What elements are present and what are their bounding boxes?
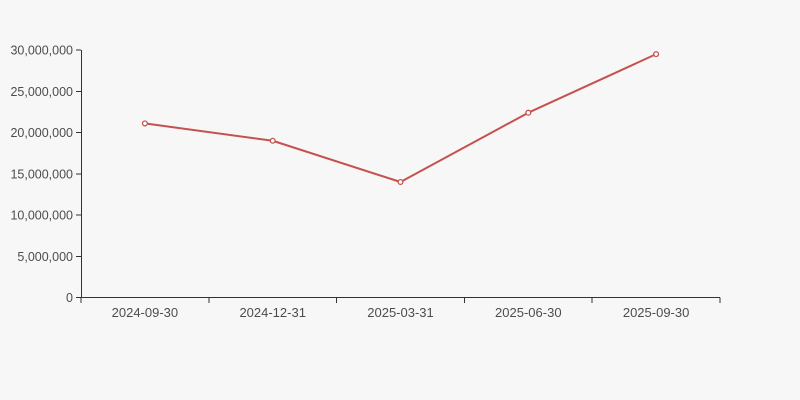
x-axis-tick-label: 2025-03-31 xyxy=(367,305,434,320)
x-axis-tick-label: 2024-12-31 xyxy=(239,305,306,320)
y-axis-tick-label: 5,000,000 xyxy=(17,250,73,264)
y-axis-tick-label: 25,000,000 xyxy=(10,85,73,99)
y-axis-tick-label: 30,000,000 xyxy=(10,44,73,58)
data-point-marker[interactable] xyxy=(525,109,532,116)
y-axis-tick-label: 0 xyxy=(66,291,73,305)
x-axis-tick-label: 2025-06-30 xyxy=(495,305,562,320)
y-axis-tick-label: 20,000,000 xyxy=(10,126,73,140)
y-axis-tick-label: 10,000,000 xyxy=(10,209,73,223)
data-point-marker[interactable] xyxy=(269,137,276,144)
y-axis-tick-label: 15,000,000 xyxy=(10,167,73,181)
data-point-marker[interactable] xyxy=(397,178,404,186)
data-point-marker[interactable] xyxy=(141,120,148,127)
data-point-marker[interactable] xyxy=(653,51,660,58)
x-axis-tick-label: 2024-09-30 xyxy=(112,305,179,320)
data-series-line xyxy=(143,53,658,183)
x-axis-tick-label: 2025-09-30 xyxy=(623,305,690,320)
